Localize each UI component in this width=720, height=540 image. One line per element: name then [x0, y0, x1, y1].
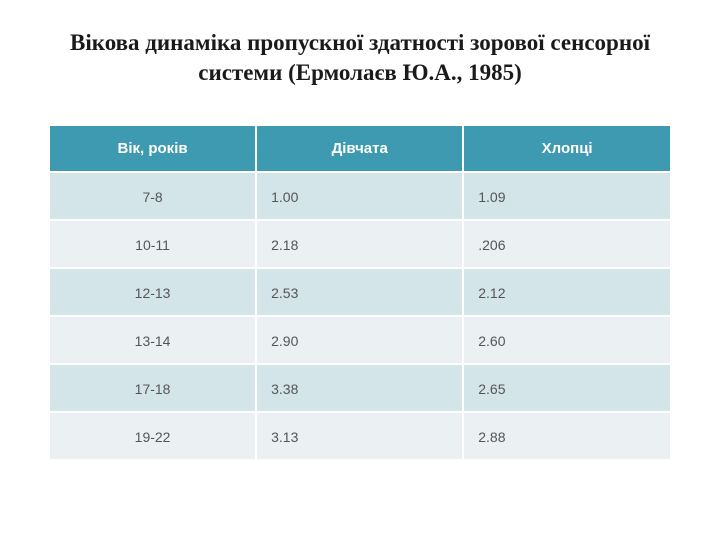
cell-girls: 2.90: [256, 316, 463, 364]
col-header-boys: Хлопці: [463, 125, 671, 172]
table-row: 13-14 2.90 2.60: [49, 316, 671, 364]
table-head: Вік, років Дівчата Хлопці: [49, 125, 671, 172]
cell-boys: 1.09: [463, 172, 671, 220]
cell-age: 17-18: [49, 364, 256, 412]
cell-girls: 2.18: [256, 220, 463, 268]
cell-age: 10-11: [49, 220, 256, 268]
col-header-girls: Дівчата: [256, 125, 463, 172]
table-row: 12-13 2.53 2.12: [49, 268, 671, 316]
table-row: 17-18 3.38 2.65: [49, 364, 671, 412]
table-row: 10-11 2.18 .206: [49, 220, 671, 268]
slide-title: Вікова динаміка пропускної здатності зор…: [48, 28, 672, 88]
cell-age: 19-22: [49, 412, 256, 460]
col-header-age: Вік, років: [49, 125, 256, 172]
slide: Вікова динаміка пропускної здатності зор…: [0, 0, 720, 540]
cell-boys: 2.65: [463, 364, 671, 412]
cell-boys: 2.60: [463, 316, 671, 364]
cell-girls: 2.53: [256, 268, 463, 316]
cell-age: 13-14: [49, 316, 256, 364]
cell-girls: 3.38: [256, 364, 463, 412]
table-header-row: Вік, років Дівчата Хлопці: [49, 125, 671, 172]
cell-boys: .206: [463, 220, 671, 268]
data-table: Вік, років Дівчата Хлопці 7-8 1.00 1.09 …: [48, 124, 672, 461]
cell-age: 7-8: [49, 172, 256, 220]
cell-girls: 3.13: [256, 412, 463, 460]
table-row: 7-8 1.00 1.09: [49, 172, 671, 220]
cell-girls: 1.00: [256, 172, 463, 220]
table-row: 19-22 3.13 2.88: [49, 412, 671, 460]
cell-age: 12-13: [49, 268, 256, 316]
cell-boys: 2.12: [463, 268, 671, 316]
cell-boys: 2.88: [463, 412, 671, 460]
table-body: 7-8 1.00 1.09 10-11 2.18 .206 12-13 2.53…: [49, 172, 671, 460]
